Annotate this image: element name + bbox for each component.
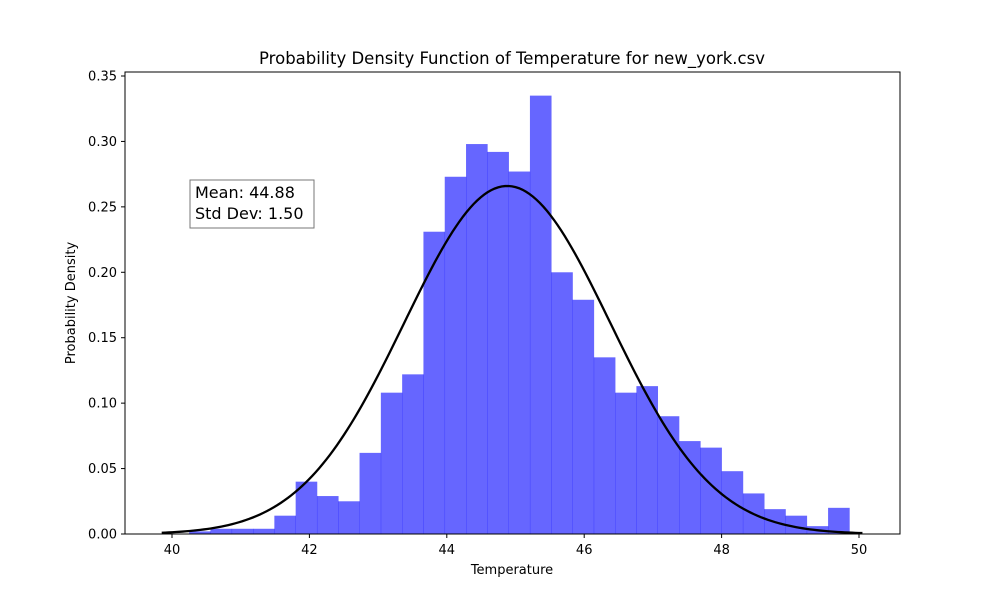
normal-fit-curve xyxy=(161,184,863,535)
chart-title: Probability Density Function of Temperat… xyxy=(259,49,765,69)
x-tick-label: 44 xyxy=(439,543,456,558)
y-tick-label: 0.35 xyxy=(88,70,117,85)
x-tick-label: 48 xyxy=(713,543,730,558)
histogram-bar xyxy=(316,496,339,534)
y-tick-label: 0.15 xyxy=(88,331,117,346)
y-tick-label: 0.10 xyxy=(88,397,117,412)
histogram-bar xyxy=(423,231,446,534)
histogram-bar xyxy=(636,386,659,534)
histogram-bar xyxy=(274,515,296,534)
histogram-bar xyxy=(253,528,275,534)
histogram-bar xyxy=(551,272,573,534)
histogram-bar xyxy=(657,416,680,534)
y-axis-title: Probability Density xyxy=(64,242,79,365)
y-tick-label: 0.00 xyxy=(88,528,117,543)
x-axis-title: Temperature xyxy=(470,563,553,578)
histogram-bar xyxy=(402,374,424,534)
histogram-bar xyxy=(487,151,509,534)
histogram-bar xyxy=(572,299,595,534)
stats-annotation: Mean: 44.88 Std Dev: 1.50 xyxy=(189,179,315,229)
histogram-bar xyxy=(295,481,318,534)
histogram-bar xyxy=(338,501,360,534)
histogram-bars xyxy=(189,95,850,535)
histogram-bar xyxy=(466,144,488,535)
histogram-bar xyxy=(700,447,722,534)
y-tick-label: 0.25 xyxy=(88,200,117,215)
histogram-bar xyxy=(508,171,531,534)
x-tick-label: 40 xyxy=(164,543,181,558)
histogram-bar xyxy=(231,528,254,534)
histogram-bar xyxy=(359,452,382,534)
mean-label: Mean: 44.88 xyxy=(195,183,295,202)
y-tick-label: 0.30 xyxy=(88,135,117,150)
histogram-bar xyxy=(828,507,850,534)
histogram-bar xyxy=(380,392,403,534)
histogram-bar xyxy=(593,357,616,534)
histogram-bar xyxy=(615,392,637,534)
std-dev-label: Std Dev: 1.50 xyxy=(195,204,304,223)
stats-box xyxy=(189,179,315,229)
x-tick-label: 46 xyxy=(576,543,593,558)
histogram-bar xyxy=(679,441,701,534)
histogram-bar xyxy=(210,528,233,534)
y-axis-ticks: 0.00 0.05 0.10 0.15 0.20 0.25 0.30 0.35 xyxy=(88,70,125,543)
histogram-bar xyxy=(785,515,808,534)
histogram-bar xyxy=(529,95,552,534)
histogram-bar xyxy=(444,176,467,534)
histogram-bar xyxy=(189,531,211,534)
x-axis-ticks: 40 42 44 46 48 50 xyxy=(164,534,868,558)
plot-frame xyxy=(124,71,901,535)
x-tick-label: 42 xyxy=(301,543,318,558)
y-tick-label: 0.05 xyxy=(88,462,117,477)
x-tick-label: 50 xyxy=(851,543,868,558)
y-tick-label: 0.20 xyxy=(88,266,117,281)
